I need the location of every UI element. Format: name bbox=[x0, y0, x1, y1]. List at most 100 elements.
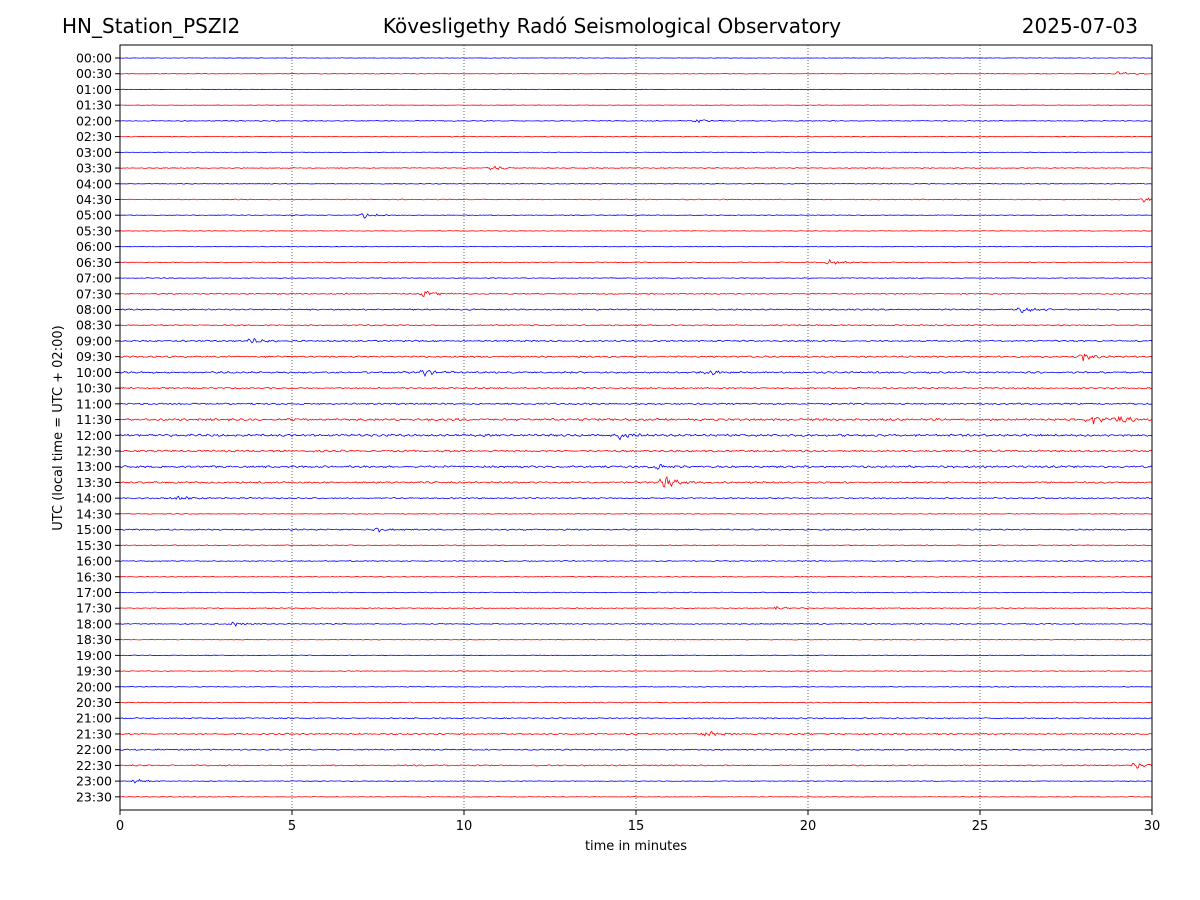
trace-row bbox=[119, 654, 1153, 657]
y-tick-label: 07:30 bbox=[76, 286, 112, 301]
y-tick-label: 02:30 bbox=[76, 129, 112, 144]
y-tick-label: 12:30 bbox=[76, 444, 112, 459]
y-tick-label: 01:00 bbox=[76, 82, 112, 97]
trace-row bbox=[119, 88, 1153, 91]
trace-row bbox=[119, 544, 1153, 547]
trace-row bbox=[119, 71, 1153, 75]
y-tick-label: 21:00 bbox=[76, 711, 112, 726]
y-tick-label: 04:00 bbox=[76, 176, 112, 191]
y-tick-label: 23:00 bbox=[76, 774, 112, 789]
y-tick-label: 14:00 bbox=[76, 491, 112, 506]
trace-row bbox=[119, 353, 1153, 362]
y-tick-label: 05:30 bbox=[76, 223, 112, 238]
y-tick-label: 16:30 bbox=[76, 569, 112, 584]
trace-row bbox=[119, 197, 1153, 203]
y-tick-label: 13:00 bbox=[76, 459, 112, 474]
x-tick-label-30: 30 bbox=[1144, 819, 1161, 834]
y-tick-label: 00:00 bbox=[76, 51, 112, 66]
trace-row bbox=[119, 605, 1153, 611]
y-tick-label: 18:30 bbox=[76, 632, 112, 647]
x-tick-label-15: 15 bbox=[628, 819, 645, 834]
y-tick-label: 23:30 bbox=[76, 789, 112, 804]
trace-row bbox=[119, 730, 1153, 737]
trace-row bbox=[119, 213, 1153, 219]
y-tick-label: 19:30 bbox=[76, 664, 112, 679]
y-tick-label: 20:30 bbox=[76, 695, 112, 710]
y-tick-label: 17:00 bbox=[76, 585, 112, 600]
y-axis-label: UTC (local time = UTC + 02:00) bbox=[51, 325, 66, 530]
trace-row bbox=[119, 495, 1153, 500]
trace-row bbox=[119, 685, 1153, 688]
y-tick-label: 22:30 bbox=[76, 758, 112, 773]
y-tick-label: 04:30 bbox=[76, 192, 112, 207]
y-tick-label: 12:00 bbox=[76, 428, 112, 443]
trace-row bbox=[119, 290, 1153, 298]
trace-row bbox=[119, 591, 1153, 594]
y-tick-label: 09:00 bbox=[76, 333, 112, 348]
y-tick-label: 07:00 bbox=[76, 271, 112, 286]
trace-row bbox=[119, 386, 1153, 390]
trace-row bbox=[119, 119, 1153, 124]
x-tick-label-0: 0 bbox=[116, 819, 124, 834]
trace-row bbox=[119, 433, 1153, 441]
trace-row bbox=[119, 575, 1153, 578]
y-tick-label: 14:30 bbox=[76, 506, 112, 521]
trace-row bbox=[119, 135, 1153, 138]
y-tick-label: 18:00 bbox=[76, 616, 112, 631]
y-tick-label: 08:30 bbox=[76, 318, 112, 333]
trace-row bbox=[119, 337, 1153, 344]
y-tick-label: 08:00 bbox=[76, 302, 112, 317]
y-tick-label: 16:00 bbox=[76, 554, 112, 569]
trace-row bbox=[119, 57, 1153, 59]
trace-row bbox=[119, 245, 1153, 248]
trace-row bbox=[119, 475, 1153, 488]
trace-row bbox=[119, 324, 1153, 327]
y-tick-label: 09:30 bbox=[76, 349, 112, 364]
trace-row bbox=[119, 513, 1153, 515]
y-tick-label: 03:30 bbox=[76, 161, 112, 176]
y-tick-label: 17:30 bbox=[76, 601, 112, 616]
y-tick-label: 15:30 bbox=[76, 538, 112, 553]
trace-row bbox=[119, 701, 1153, 704]
y-tick-label: 02:00 bbox=[76, 113, 112, 128]
trace-row bbox=[119, 230, 1153, 232]
y-axis-ticks: 00:0000:3001:0001:3002:0002:3003:0003:30… bbox=[76, 51, 120, 804]
trace-row bbox=[119, 717, 1152, 720]
y-tick-label: 11:30 bbox=[76, 412, 112, 427]
y-tick-label: 13:30 bbox=[76, 475, 112, 490]
y-tick-label: 10:30 bbox=[76, 381, 112, 396]
y-tick-label: 00:30 bbox=[76, 66, 112, 81]
y-tick-label: 20:00 bbox=[76, 679, 112, 694]
trace-row bbox=[119, 638, 1153, 641]
seismic-traces bbox=[119, 57, 1153, 798]
trace-row bbox=[119, 449, 1153, 453]
y-tick-label: 19:00 bbox=[76, 648, 112, 663]
x-tick-label-10: 10 bbox=[456, 819, 473, 834]
trace-row bbox=[119, 560, 1153, 563]
y-tick-label: 15:00 bbox=[76, 522, 112, 537]
x-tick-label-20: 20 bbox=[800, 819, 817, 834]
chart-title: Kövesligethy Radó Seismological Observat… bbox=[382, 14, 842, 38]
trace-row bbox=[119, 307, 1153, 314]
trace-row bbox=[119, 182, 1153, 185]
trace-row bbox=[120, 104, 1153, 106]
trace-row bbox=[119, 463, 1153, 470]
y-tick-label: 22:00 bbox=[76, 742, 112, 757]
trace-row bbox=[119, 796, 1153, 798]
y-tick-label: 05:00 bbox=[76, 208, 112, 223]
x-axis-ticks: 0 5 10 15 20 25 30 bbox=[116, 810, 1160, 834]
x-tick-label-25: 25 bbox=[972, 819, 989, 834]
trace-row bbox=[119, 277, 1153, 279]
trace-row bbox=[119, 621, 1153, 627]
trace-row bbox=[119, 527, 1153, 533]
trace-row bbox=[119, 369, 1153, 378]
x-tick-label-5: 5 bbox=[288, 819, 296, 834]
y-tick-label: 03:00 bbox=[76, 145, 112, 160]
trace-row bbox=[119, 165, 1153, 171]
y-tick-label: 06:30 bbox=[76, 255, 112, 270]
station-name: HN_Station_PSZI2 bbox=[62, 14, 241, 38]
x-axis-label: time in minutes bbox=[585, 839, 687, 854]
trace-row bbox=[119, 151, 1153, 153]
trace-row bbox=[119, 402, 1153, 406]
